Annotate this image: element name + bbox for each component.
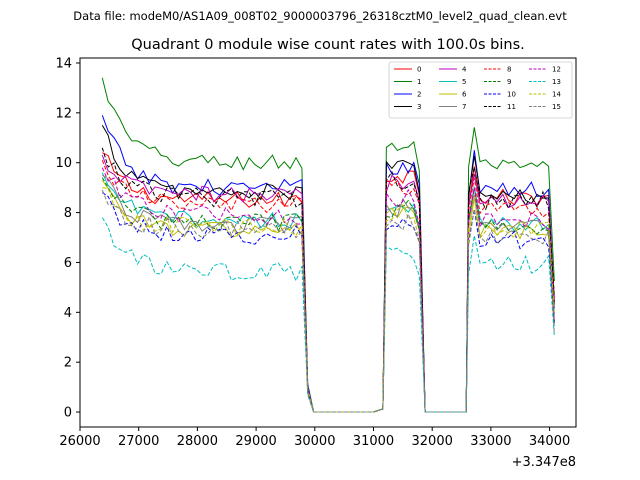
y-tick-label: 14 [55, 56, 72, 71]
series-line-4 [101, 155, 555, 413]
plot-area-frame [79, 57, 577, 428]
legend-label-10: 10 [507, 91, 516, 99]
y-tick-label: 10 [55, 156, 72, 171]
x-tick-label: 33000 [470, 434, 511, 449]
legend-label-9: 9 [507, 78, 511, 86]
series-line-12 [101, 167, 555, 413]
x-tick-label: 30000 [294, 434, 335, 449]
x-tick-label: 34000 [529, 434, 570, 449]
series-line-11 [101, 147, 555, 413]
series-lines [101, 77, 555, 413]
x-offset-label: +3.347e8 [512, 455, 576, 470]
x-tick-label: 28000 [177, 434, 218, 449]
y-tick-label: 2 [64, 356, 72, 371]
series-line-9 [101, 177, 555, 413]
y-tick-label: 6 [64, 256, 72, 271]
legend-label-13: 13 [552, 78, 561, 86]
series-line-6 [101, 179, 555, 413]
legend-label-8: 8 [507, 66, 511, 74]
legend-label-14: 14 [552, 91, 561, 99]
series-line-13 [101, 217, 555, 413]
x-tick-label: 27000 [118, 434, 159, 449]
x-tick-label: 31000 [353, 434, 394, 449]
axis-ticks: 26000 27000 28000 29000 30000 31000 32000 33000… [55, 56, 570, 449]
x-tick-label: 32000 [412, 434, 453, 449]
legend-label-2: 2 [417, 91, 421, 99]
series-line-10 [102, 192, 555, 413]
series-line-14 [102, 187, 555, 413]
y-tick-label: 4 [64, 306, 72, 321]
y-tick-label: 0 [64, 406, 72, 421]
chart-title: Quadrant 0 module wise count rates with … [131, 37, 525, 53]
legend-label-6: 6 [462, 91, 467, 99]
legend-label-15: 15 [552, 103, 561, 111]
legend-label-1: 1 [417, 78, 421, 86]
legend-label-12: 12 [552, 66, 561, 74]
legend-label-7: 7 [462, 103, 466, 111]
legend-label-5: 5 [462, 78, 466, 86]
legend-label-4: 4 [462, 66, 467, 74]
legend-label-11: 11 [507, 103, 516, 111]
series-line-15 [101, 189, 555, 413]
series-line-3 [101, 125, 555, 413]
legend-label-0: 0 [417, 66, 421, 74]
legend-label-3: 3 [417, 103, 421, 111]
x-tick-label: 26000 [59, 434, 100, 449]
legend-box [388, 61, 573, 119]
y-tick-label: 8 [64, 206, 72, 221]
series-line-7 [102, 174, 555, 413]
chart-suptitle: Data file: modeM0/AS1A09_008T02_90000037… [73, 9, 567, 23]
y-tick-label: 12 [55, 106, 72, 121]
series-line-2 [101, 115, 555, 413]
x-tick-label: 29000 [235, 434, 276, 449]
series-line-1 [101, 77, 555, 413]
